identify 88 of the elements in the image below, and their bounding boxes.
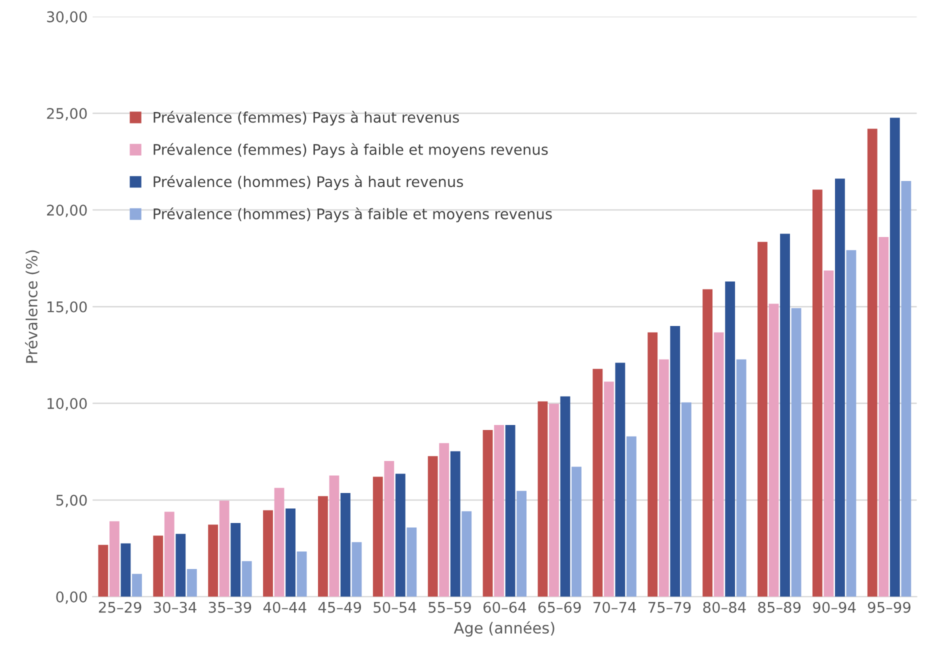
- bar: [658, 359, 669, 597]
- bar: [824, 270, 834, 597]
- bar: [758, 242, 768, 597]
- y-tick-label: 10,00: [48, 398, 87, 411]
- bar: [208, 524, 218, 597]
- bar: [230, 523, 241, 597]
- bar: [648, 332, 658, 597]
- x-tick-label: 25–29: [98, 602, 142, 613]
- x-tick-label: 60–64: [483, 602, 526, 613]
- bar: [604, 382, 614, 597]
- bar: [384, 460, 394, 597]
- bar: [286, 508, 296, 597]
- bar: [482, 430, 493, 597]
- bar: [878, 237, 889, 597]
- bar: [494, 424, 504, 597]
- bar: [702, 289, 712, 597]
- bar: [98, 544, 108, 597]
- x-axis-title: Age (années): [454, 621, 554, 637]
- y-tick-label: 30,00: [47, 11, 87, 24]
- bar: [263, 510, 273, 597]
- bar: [395, 474, 406, 597]
- bar: [714, 332, 724, 597]
- bar: [768, 304, 779, 597]
- x-tick-label: 85–89: [758, 602, 801, 613]
- bar: [538, 401, 548, 597]
- bar: [372, 476, 383, 597]
- bar: [670, 326, 680, 597]
- bar: [340, 493, 350, 597]
- y-tick-label: 20,00: [47, 204, 87, 218]
- x-tick-label: 45–49: [318, 602, 362, 613]
- bar: [329, 475, 340, 597]
- bar: [867, 128, 878, 597]
- bar: [560, 396, 570, 597]
- bar: [439, 443, 450, 597]
- x-tick-label: 50–54: [374, 602, 416, 613]
- bar: [450, 451, 460, 597]
- legend-label: Prévalence (femmes) Pays à faible et moyens revenus: [154, 143, 548, 158]
- x-tick-label: 55–59: [428, 602, 471, 613]
- bar: [318, 496, 328, 597]
- bar: [780, 234, 790, 597]
- bar: [109, 521, 120, 597]
- bar: [626, 436, 636, 597]
- y-tick-label: 15,00: [48, 301, 87, 314]
- bar: [132, 574, 142, 597]
- bar: [846, 250, 856, 597]
- bar: [428, 456, 438, 597]
- bar: [681, 402, 692, 597]
- bar: [835, 178, 845, 597]
- bar: [890, 118, 900, 597]
- x-tick-label: 90–94: [813, 602, 856, 613]
- x-tick-label: 35–39: [208, 602, 252, 613]
- x-tick-label: 65–69: [538, 602, 581, 613]
- x-tick-label: 40–44: [263, 602, 306, 613]
- x-tick-label: 95–99: [868, 602, 910, 613]
- bar: [186, 569, 197, 597]
- legend-label: Prévalence (hommes) Pays à faible et moyens revenus: [154, 208, 552, 222]
- x-tick-label: 75–79: [648, 602, 691, 613]
- x-tick-label: 80–84: [703, 602, 746, 613]
- bar: [296, 551, 307, 597]
- bar: [120, 543, 131, 597]
- bar: [736, 359, 746, 597]
- x-tick-label: 30–34: [154, 602, 196, 613]
- bar: [615, 362, 626, 597]
- legend-label: Prévalence (femmes) Pays à haut revenus: [154, 110, 459, 126]
- bar: [516, 490, 527, 597]
- bar: [812, 190, 822, 597]
- y-tick-label: 25,00: [47, 108, 87, 120]
- legend-label: Prévalence (hommes) Pays à haut revenus: [154, 175, 464, 190]
- bar: [352, 542, 362, 597]
- bar: [462, 511, 472, 597]
- bar: [549, 404, 559, 597]
- y-tick-label: 0,00: [56, 591, 87, 604]
- bar: [242, 561, 252, 597]
- bar: [406, 527, 417, 597]
- bar: [725, 282, 736, 597]
- bar: [274, 488, 284, 597]
- bar: [791, 308, 802, 597]
- bar: [176, 534, 186, 597]
- bar: [572, 466, 582, 597]
- bar: [164, 512, 174, 597]
- bar: [219, 500, 230, 597]
- bar: [901, 180, 912, 597]
- bar: [153, 536, 164, 597]
- y-tick-label: 5,00: [56, 494, 87, 508]
- y-axis-title: Prévalence (%): [25, 250, 40, 363]
- bar: [592, 368, 603, 597]
- bar: [505, 424, 516, 597]
- x-tick-label: 70–74: [594, 602, 636, 613]
